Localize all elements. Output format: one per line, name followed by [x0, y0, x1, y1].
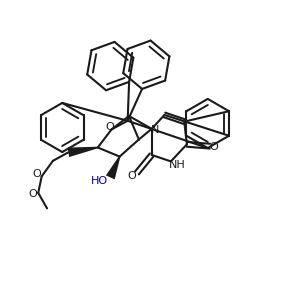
Text: NH: NH — [169, 160, 186, 171]
Text: O: O — [209, 142, 218, 152]
Text: HO: HO — [91, 176, 108, 186]
Text: O: O — [127, 171, 136, 181]
Polygon shape — [106, 156, 120, 179]
Polygon shape — [68, 147, 98, 157]
Text: O: O — [32, 169, 41, 179]
Text: O: O — [28, 189, 37, 199]
Text: O: O — [105, 122, 114, 132]
Text: N: N — [151, 125, 159, 135]
